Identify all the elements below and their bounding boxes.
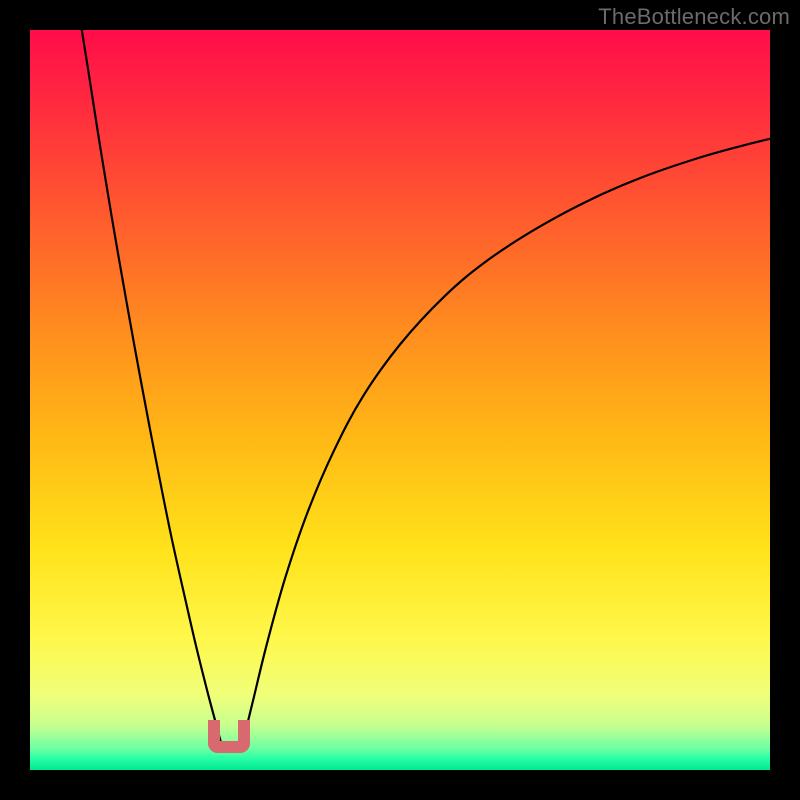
green-band [30,746,770,770]
watermark-text: TheBottleneck.com [598,4,790,30]
u-highlight-marker [208,720,249,753]
chart-container: TheBottleneck.com [0,0,800,800]
plot-area [30,30,770,770]
bottleneck-curve [30,30,770,770]
curve-path [82,30,770,768]
